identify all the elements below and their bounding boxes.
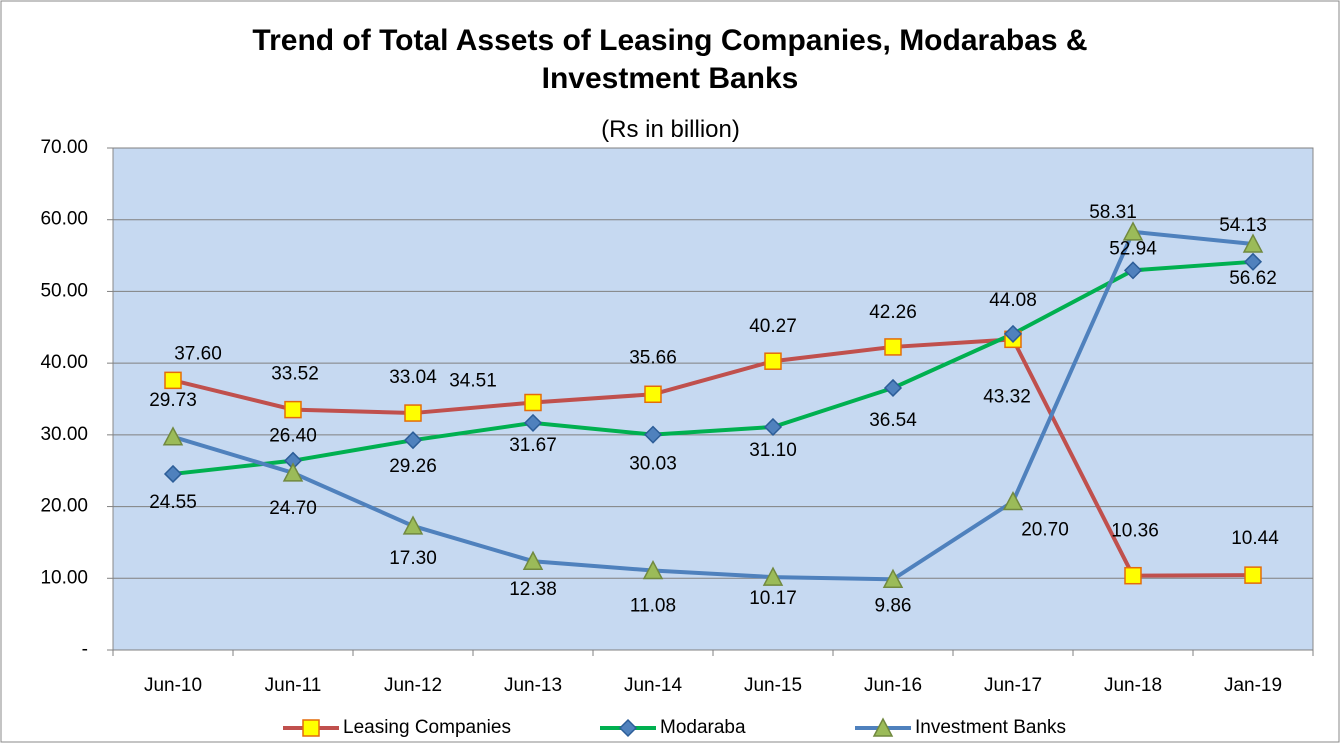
marker <box>522 550 544 570</box>
legend-label: Leasing Companies <box>343 717 511 738</box>
marker <box>1122 221 1144 241</box>
x-tick-label: Jun-17 <box>984 675 1042 696</box>
series-line <box>172 229 1254 582</box>
series-line <box>172 337 1254 578</box>
x-tick-label: Jun-16 <box>864 675 922 696</box>
marker <box>618 718 638 738</box>
data-label: 44.08 <box>989 290 1037 311</box>
marker <box>883 378 903 398</box>
marker <box>764 352 782 370</box>
y-tick-label: - <box>82 639 88 660</box>
y-tick-label: 50.00 <box>40 280 88 301</box>
marker <box>762 566 784 586</box>
marker <box>882 568 904 589</box>
data-label: 24.55 <box>149 492 197 513</box>
marker <box>403 431 423 450</box>
data-label: 10.44 <box>1231 528 1279 549</box>
data-label: 24.70 <box>269 498 317 519</box>
x-tick-label: Jun-12 <box>384 675 442 696</box>
data-label: 31.67 <box>509 435 557 456</box>
marker <box>284 400 302 419</box>
y-tick-label: 10.00 <box>40 567 88 588</box>
marker <box>763 417 783 437</box>
data-label: 29.26 <box>389 456 437 477</box>
data-label: 11.08 <box>630 596 676 617</box>
marker <box>302 719 320 737</box>
y-tick-label: 60.00 <box>40 209 88 230</box>
marker <box>164 371 182 390</box>
x-tick-label: Jun-10 <box>144 675 202 696</box>
data-label: 56.62 <box>1229 268 1277 289</box>
x-tick-label: Jun-13 <box>504 675 562 696</box>
data-label: 34.51 <box>449 371 497 392</box>
data-label: 20.70 <box>1021 520 1069 541</box>
data-label: 31.10 <box>749 440 797 461</box>
data-label: 30.03 <box>629 454 677 475</box>
data-label: 17.30 <box>389 548 437 569</box>
data-label: 10.17 <box>749 588 797 609</box>
data-label: 43.32 <box>983 386 1031 407</box>
marker <box>404 404 422 422</box>
data-label: 35.66 <box>629 347 677 368</box>
x-tick-label: Jan-19 <box>1224 675 1282 696</box>
marker <box>642 559 664 580</box>
y-tick-label: 30.00 <box>40 424 88 445</box>
marker <box>1243 252 1263 271</box>
marker <box>523 413 543 432</box>
series <box>172 229 1254 582</box>
data-label: 12.38 <box>509 579 557 600</box>
marker <box>162 426 184 446</box>
marker <box>282 462 304 482</box>
marker <box>1002 490 1024 511</box>
data-label: 29.73 <box>149 390 197 411</box>
data-label: 58.31 <box>1089 202 1137 223</box>
data-label: 54.13 <box>1219 215 1267 236</box>
marker <box>1244 566 1262 584</box>
marker <box>643 425 663 444</box>
data-label: 10.36 <box>1111 521 1159 542</box>
marker <box>884 338 902 356</box>
marker <box>644 385 662 404</box>
data-label: 42.26 <box>869 302 917 323</box>
data-label: 26.40 <box>269 426 317 447</box>
series <box>172 259 1254 476</box>
marker <box>872 717 894 737</box>
marker <box>1123 261 1143 280</box>
marker <box>524 393 542 412</box>
marker <box>402 515 424 535</box>
marker <box>163 464 183 484</box>
x-tick-label: Jun-14 <box>624 675 683 696</box>
chart-subtitle: (Rs in billion) <box>601 116 740 143</box>
x-tick-label: Jun-11 <box>265 675 322 696</box>
y-tick-label: 40.00 <box>40 352 88 373</box>
x-tick-label: Jun-18 <box>1104 675 1162 696</box>
data-label: 33.52 <box>271 364 319 385</box>
series-line <box>172 259 1254 476</box>
legend-label: Investment Banks <box>915 717 1066 738</box>
marker <box>1003 324 1023 343</box>
legend-label: Modaraba <box>660 717 746 738</box>
marker <box>1242 233 1264 253</box>
data-label: 9.86 <box>875 595 912 616</box>
data-label: 33.04 <box>389 367 437 388</box>
data-label: 40.27 <box>749 316 797 337</box>
data-label: 37.60 <box>174 343 222 364</box>
series <box>172 337 1254 578</box>
chart-title: Trend of Total Assets of Leasing Compani… <box>252 24 1088 95</box>
data-label: 36.54 <box>869 410 917 431</box>
y-tick-label: 20.00 <box>40 496 88 517</box>
y-tick-label: 70.00 <box>40 137 88 158</box>
marker <box>1124 566 1142 585</box>
data-label: 52.94 <box>1109 238 1157 259</box>
x-tick-label: Jun-15 <box>744 675 802 696</box>
